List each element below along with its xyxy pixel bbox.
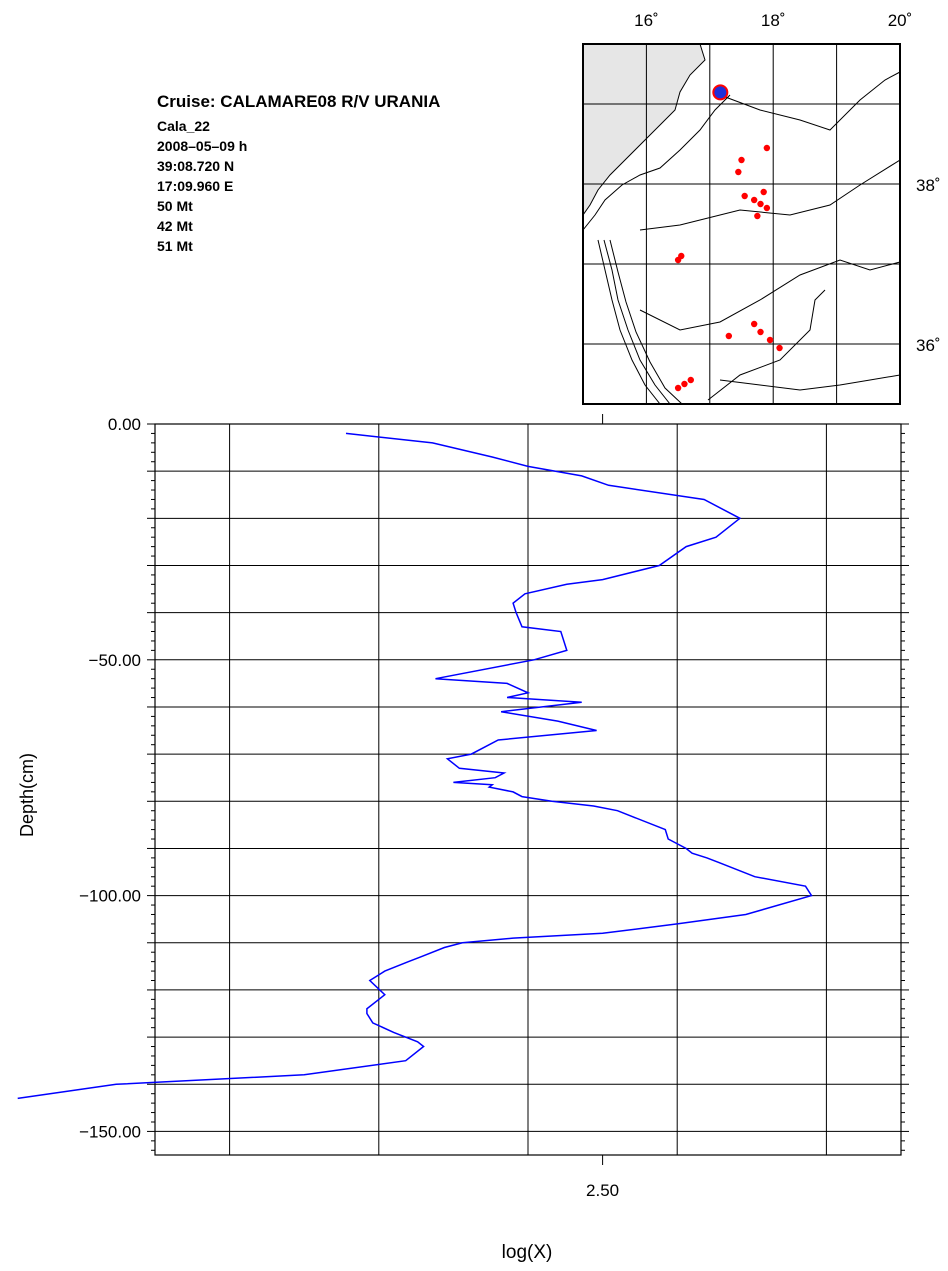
station-dot [754,212,761,220]
info-depth-1: 50 Mt [157,198,193,214]
y-axis-label: Depth(cm) [17,753,37,837]
axis-tick-labels: 0.00 −50.00 −100.00 −150.00 2.50 [79,415,619,1200]
station-dot [738,156,745,164]
x-axis-label: log(X) [502,1242,553,1263]
y-tick-label: −150.00 [79,1122,141,1141]
map-graticule [583,44,900,404]
station-dot [674,256,682,264]
map-lat-tick-label: 36˚ [916,336,941,355]
info-station-name: Cala_22 [157,118,210,134]
profile-series-line [17,432,813,1100]
map-lat-tick-label: 38˚ [916,176,941,195]
contour-6 [719,71,900,131]
contour-8 [719,374,900,391]
map-terrain [583,44,900,404]
contour-3 [609,239,683,404]
location-map: 16˚ 18˚ 20˚ 38˚ 36˚ [582,11,941,405]
info-latitude: 39:08.720 N [157,158,235,174]
current-station-marker [712,84,729,101]
station-dot [750,320,758,328]
station-dot [674,384,682,392]
info-longitude: 17:09.960 E [157,178,234,194]
station-dot [741,192,748,200]
contour-7 [707,289,826,401]
map-lon-tick-label: 20˚ [888,11,913,30]
station-dot [725,332,733,340]
map-lon-tick-label: 16˚ [634,11,659,30]
station-dot [750,196,758,204]
station-dot [757,200,764,208]
map-tick-labels: 16˚ 18˚ 20˚ 38˚ 36˚ [634,11,940,355]
x-tick-label: 2.50 [586,1181,619,1200]
station-dot [776,344,783,352]
info-date: 2008–05–09 h [157,138,248,154]
station-dot [757,328,764,336]
station-dot [766,336,774,344]
y-tick-label: −50.00 [89,651,141,670]
coast-line [583,94,731,231]
contour-2 [603,239,671,404]
station-info: Cruise: CALAMARE08 R/V URANIA Cala_22 20… [157,92,440,256]
station-dot [735,168,742,176]
station-dot [760,188,767,196]
cruise-title: Cruise: CALAMARE08 R/V URANIA [157,92,441,111]
land-mass [583,44,706,216]
contour-1 [597,239,661,404]
contour-5 [639,159,900,231]
contour-4 [639,259,900,331]
chart-grid [155,424,901,1155]
info-depth-3: 51 Mt [157,238,193,254]
map-frame [582,43,901,405]
station-dot [763,204,771,212]
info-depth-2: 42 Mt [157,218,193,234]
y-tick-label: 0.00 [108,415,141,434]
station-dot [687,376,694,384]
station-dot [763,144,771,152]
map-lon-tick-label: 18˚ [761,11,786,30]
cruise-stations [674,84,783,392]
chart-ticks [147,414,909,1165]
station-dot [681,380,688,388]
y-tick-label: −100.00 [79,887,141,906]
plot-frame [154,423,902,1156]
depth-profile-chart: 0.00 −50.00 −100.00 −150.00 2.50 log(X) Dept… [17,414,909,1263]
